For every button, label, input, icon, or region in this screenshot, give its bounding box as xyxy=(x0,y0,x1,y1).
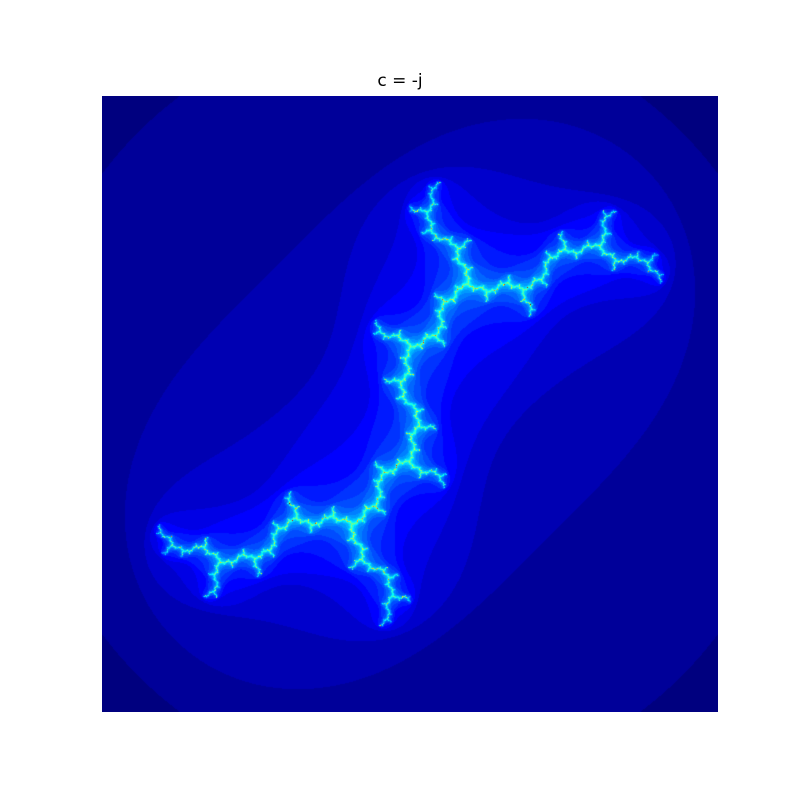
figure-title: c = -j xyxy=(377,71,423,91)
fractal-canvas xyxy=(102,96,718,712)
julia-set-plot xyxy=(102,96,718,712)
